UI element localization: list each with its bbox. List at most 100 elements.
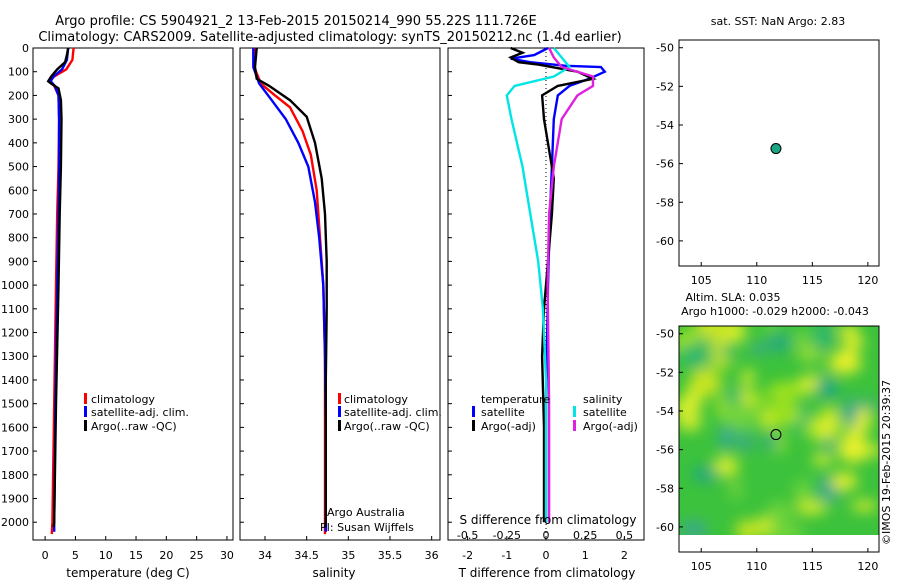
y-tick-label: -56 bbox=[656, 158, 674, 171]
temperature-legend: climatology satellite-adj. clim. Argo(..… bbox=[84, 393, 189, 433]
profile-line-argo-raw-qc- bbox=[253, 47, 328, 528]
sla-blob bbox=[692, 465, 719, 483]
legend-swatch-t-satellite bbox=[472, 406, 475, 417]
diff-line-temperature-argo bbox=[508, 46, 597, 523]
depth-tick-label: 2000 bbox=[1, 516, 29, 529]
location-map-title: sat. SST: NaN Argo: 2.83 bbox=[711, 15, 845, 28]
salinity-profiles bbox=[252, 47, 328, 535]
salinity-xlabel: salinity bbox=[312, 566, 355, 580]
legend-swatch-t-argo bbox=[472, 420, 475, 431]
depth-tick-labels: 0 100 200 300 400 500 600 700 800 900 1000 1100 1200… bbox=[1, 42, 452, 529]
depth-tick-label: 200 bbox=[8, 89, 29, 102]
depth-tick-label: 100 bbox=[8, 66, 29, 79]
salinity-tick-labels: 34 34.5 35 35.5 36 bbox=[258, 536, 439, 562]
x-tick-label: 110 bbox=[746, 560, 767, 573]
s-tick-label: 0 bbox=[543, 529, 550, 542]
sla-blob bbox=[793, 480, 813, 502]
x-tick-label: 15 bbox=[129, 549, 143, 562]
y-tick-label: -58 bbox=[656, 196, 674, 209]
s-difference-label: S difference from climatology bbox=[460, 513, 637, 527]
depth-tick-label: 500 bbox=[8, 161, 29, 174]
y-tick-label: -60 bbox=[656, 521, 674, 534]
t-difference-xlabel: T difference from climatology bbox=[458, 566, 636, 580]
x-tick-label: -1 bbox=[501, 549, 512, 562]
x-tick-label: 0 bbox=[543, 549, 550, 562]
diff-line-salinity-argo bbox=[546, 47, 595, 523]
legend-swatch-argo bbox=[84, 420, 87, 431]
x-tick-label: 34.5 bbox=[294, 549, 319, 562]
depth-tick-label: 900 bbox=[8, 255, 29, 268]
diff-line-salinity-satellite bbox=[505, 47, 572, 523]
sla-blob bbox=[774, 382, 788, 408]
x-tick-label: 105 bbox=[691, 274, 712, 287]
sla-blob bbox=[762, 432, 778, 451]
profile-line-satellite-adj-clim- bbox=[252, 48, 327, 532]
t-difference-tick-labels: -2 -1 0 1 2 bbox=[462, 536, 628, 562]
x-tick-label: 36 bbox=[425, 549, 439, 562]
location-map-ticks: 105 110 115 120 -50 -52 -54 -56 -58 -60 bbox=[656, 42, 878, 287]
x-tick-label: 30 bbox=[220, 549, 234, 562]
salinity-legend: climatology satellite-adj. clim. Argo(..… bbox=[338, 393, 442, 433]
x-tick-label: 115 bbox=[802, 560, 823, 573]
diff-line-temperature-satellite bbox=[510, 46, 607, 523]
x-tick-label: 34 bbox=[258, 549, 272, 562]
figure-title-line2: Climatology: CARS2009. Satellite-adjuste… bbox=[38, 30, 621, 45]
sla-blobs bbox=[679, 326, 879, 535]
sla-blob bbox=[795, 501, 828, 515]
legend-swatch-satellite bbox=[338, 406, 341, 417]
difference-profiles bbox=[505, 46, 607, 523]
legend-satellite-adj: satellite-adj. clim. bbox=[91, 406, 189, 419]
depth-tick-label: 1500 bbox=[1, 398, 29, 411]
x-tick-label: 1 bbox=[582, 549, 589, 562]
depth-tick-label: 1700 bbox=[1, 445, 29, 458]
sla-blob bbox=[729, 479, 743, 500]
sla-blob bbox=[828, 352, 862, 374]
x-tick-label: 105 bbox=[691, 560, 712, 573]
float-location-ring bbox=[770, 429, 782, 441]
x-tick-label: 5 bbox=[72, 549, 79, 562]
depth-tick-label: 400 bbox=[8, 137, 29, 150]
salinity-panel: 34 34.5 35 35.5 36 salinity climatology sate… bbox=[239, 47, 442, 580]
altimetry-map-frame bbox=[678, 325, 880, 553]
x-tick-label: 120 bbox=[857, 560, 878, 573]
legend-swatch-argo bbox=[338, 420, 341, 431]
legend-swatch-s-satellite bbox=[573, 406, 576, 417]
sla-blob bbox=[791, 331, 813, 348]
x-tick-label: 2 bbox=[621, 549, 628, 562]
y-tick-label: -54 bbox=[656, 405, 674, 418]
x-tick-label: 35.5 bbox=[378, 549, 403, 562]
depth-tick-label: 800 bbox=[8, 232, 29, 245]
legend-s-argo: Argo(-adj) bbox=[583, 420, 638, 433]
legend-swatch-satellite bbox=[84, 406, 87, 417]
altimetry-title-line2: Argo h1000: -0.029 h2000: -0.043 bbox=[681, 305, 869, 318]
legend-t-argo: Argo(-adj) bbox=[481, 420, 536, 433]
s-tick-label: -0.25 bbox=[493, 529, 521, 542]
x-tick-label: 120 bbox=[857, 274, 878, 287]
difference-legend: temperature satellite Argo(-adj) salinit… bbox=[472, 393, 638, 433]
sla-blob bbox=[845, 338, 865, 349]
sla-blob bbox=[738, 433, 754, 452]
sla-blob bbox=[812, 414, 839, 443]
sla-blob bbox=[812, 453, 833, 466]
sla-blob bbox=[741, 369, 755, 387]
y-tick-label: -52 bbox=[656, 366, 674, 379]
sla-blob bbox=[713, 456, 739, 477]
y-tick-label: -60 bbox=[656, 235, 674, 248]
s-tick-label: -0.5 bbox=[457, 529, 478, 542]
annotation-argo-australia: Argo Australia bbox=[327, 506, 405, 519]
figure-title-line1: Argo profile: CS 5904921_2 13-Feb-2015 2… bbox=[55, 14, 537, 29]
legend-s-satellite: satellite bbox=[583, 406, 627, 419]
sla-blob bbox=[748, 343, 771, 354]
depth-tick-label: 1100 bbox=[1, 303, 29, 316]
y-tick-label: -58 bbox=[656, 482, 674, 495]
depth-tick-label: 600 bbox=[8, 184, 29, 197]
depth-tick-label: 0 bbox=[22, 42, 29, 55]
depth-tick-label: 1300 bbox=[1, 350, 29, 363]
sla-blob bbox=[805, 418, 818, 439]
temperature-tick-labels: 0 5 10 15 20 25 30 bbox=[42, 536, 234, 562]
x-tick-label: -2 bbox=[462, 549, 473, 562]
x-tick-label: 10 bbox=[99, 549, 113, 562]
x-tick-label: 115 bbox=[802, 274, 823, 287]
location-map-frame bbox=[678, 39, 880, 267]
